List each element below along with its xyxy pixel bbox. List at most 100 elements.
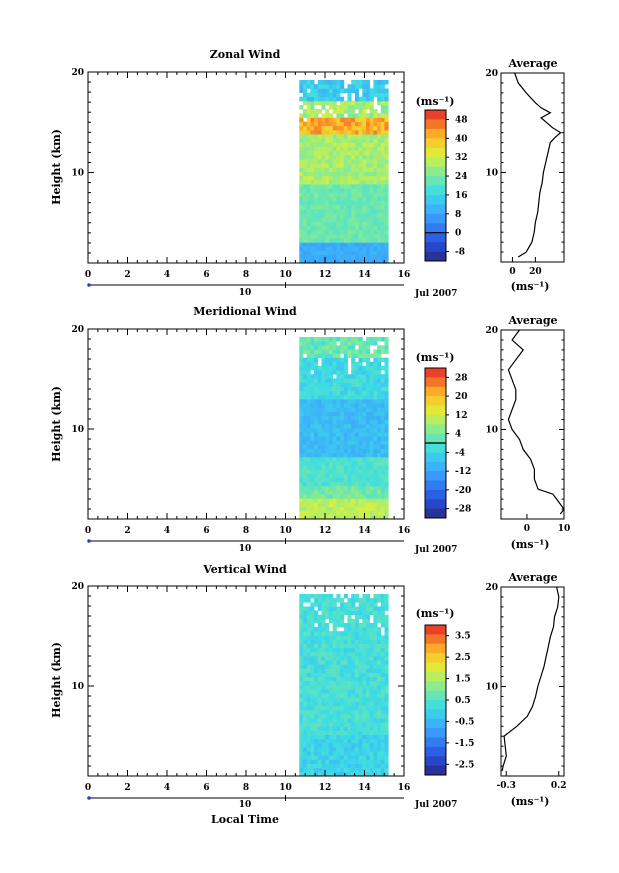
heatmap-cell (380, 485, 385, 491)
heatmap-cell (340, 84, 345, 89)
heatmap-cell (380, 448, 385, 454)
vertical-xlabel: Local Time (211, 813, 279, 826)
colorbar-band (425, 489, 446, 500)
heatmap-cell (321, 100, 326, 106)
heatmap-cell (303, 109, 308, 114)
heatmap-cell (317, 188, 322, 193)
heatmap-cell (336, 159, 341, 164)
heatmap-cell (314, 481, 319, 487)
heatmap-cell (299, 714, 304, 719)
heatmap-cell (314, 254, 319, 260)
heatmap-cell (373, 196, 378, 202)
heatmap-cell (377, 747, 382, 752)
heatmap-cell (328, 672, 333, 678)
heatmap-cell (366, 432, 371, 437)
heatmap-cell (354, 341, 359, 346)
heatmap-cell (358, 407, 363, 412)
heatmap-cell (328, 647, 333, 653)
heatmap-cell (384, 200, 389, 206)
heatmap-cell (384, 399, 389, 404)
heatmap-cell (314, 473, 319, 478)
heatmap-cell (325, 229, 330, 235)
heatmap-cell (347, 771, 352, 777)
heatmap-cell (343, 105, 348, 110)
profile-y-tick-label: 10 (485, 168, 498, 178)
heatmap-cell (373, 349, 378, 354)
heatmap-cell (314, 514, 319, 520)
heatmap-cell (384, 192, 389, 197)
heatmap-cell (384, 423, 389, 429)
zonal-profile-xlabel: (ms⁻¹) (511, 280, 550, 293)
heatmap-cell (373, 452, 378, 458)
heatmap-cell (343, 196, 348, 202)
heatmap-cell (347, 154, 352, 160)
heatmap-cell (317, 664, 322, 669)
heatmap-cell (384, 494, 389, 499)
heatmap-cell (306, 469, 311, 474)
date-axis-marker (87, 539, 91, 543)
heatmap-cell (369, 171, 374, 177)
heatmap-cell (347, 651, 352, 657)
heatmap-cell (321, 714, 326, 719)
heatmap-cell (317, 602, 322, 607)
heatmap-cell (369, 163, 374, 168)
heatmap-cell (354, 370, 359, 375)
heatmap-cell (332, 701, 337, 706)
heatmap-cell (328, 113, 333, 118)
heatmap-cell (362, 510, 367, 516)
heatmap-cell (306, 432, 311, 437)
heatmap-cell (369, 390, 374, 396)
heatmap-cell (380, 685, 385, 690)
heatmap-cell (325, 221, 330, 226)
heatmap-cell (303, 635, 308, 640)
heatmap-cell (325, 664, 330, 669)
heatmap-cell (343, 709, 348, 715)
heatmap-cell (343, 722, 348, 727)
heatmap-cell (340, 747, 345, 752)
heatmap-cell (314, 494, 319, 499)
heatmap-cell (354, 494, 359, 499)
heatmap-cell (299, 631, 304, 636)
heatmap-cell (340, 179, 345, 185)
heatmap-cell (340, 618, 345, 624)
heatmap-cell (332, 229, 337, 235)
heatmap-cell (362, 755, 367, 760)
heatmap-cell (380, 121, 385, 127)
heatmap-cell (332, 747, 337, 752)
heatmap-cell (310, 730, 315, 735)
heatmap-cell (332, 84, 337, 89)
heatmap-cell (317, 660, 322, 665)
vertical-colorbar-unit: (ms⁻¹) (416, 607, 455, 620)
heatmap-cell (358, 606, 363, 611)
heatmap-cell (377, 627, 382, 632)
heatmap-cell (358, 134, 363, 139)
heatmap-cell (314, 643, 319, 649)
heatmap-cell (347, 614, 352, 620)
heatmap-cell (310, 432, 315, 437)
heatmap-cell (377, 374, 382, 379)
heatmap-cell (384, 602, 389, 607)
heatmap-cell (351, 444, 356, 449)
heatmap-cell (328, 96, 333, 102)
heatmap-cell (306, 353, 311, 358)
heatmap-cell (306, 366, 311, 371)
heatmap-cell (332, 138, 337, 143)
heatmap-cell (328, 192, 333, 197)
heatmap-cell (351, 204, 356, 210)
heatmap-cell (369, 213, 374, 218)
heatmap-cell (347, 685, 352, 690)
heatmap-cell (328, 399, 333, 404)
heatmap-cell (314, 349, 319, 354)
heatmap-cell (303, 390, 308, 396)
heatmap-cell (299, 403, 304, 408)
heatmap-cell (325, 159, 330, 164)
heatmap-cell (317, 485, 322, 491)
heatmap-cell (369, 461, 374, 466)
heatmap-cell (325, 457, 330, 462)
heatmap-cell (351, 378, 356, 383)
heatmap-cell (373, 357, 378, 363)
heatmap-cell (328, 121, 333, 127)
heatmap-cell (328, 423, 333, 429)
heatmap-cell (328, 738, 333, 744)
heatmap-cell (373, 726, 378, 731)
